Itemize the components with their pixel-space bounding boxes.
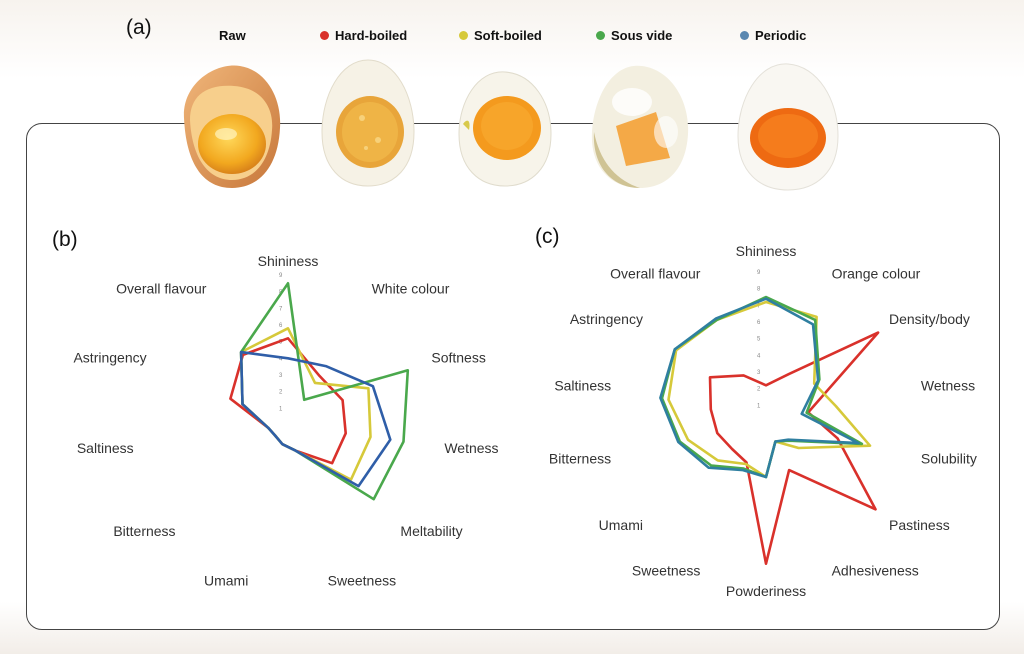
axis-label-saltiness: Saltiness [554, 377, 611, 393]
axis-label-density-body: Density/body [889, 311, 970, 327]
panel-a-label: (a) [126, 16, 152, 39]
legend-dot-icon [740, 31, 749, 40]
axis-label-astringency: Astringency [570, 311, 643, 327]
tick-label: 8 [757, 287, 761, 293]
panel-c-label: (c) [535, 225, 560, 248]
series-line-periodic [659, 297, 860, 479]
tick-label: 5 [757, 337, 761, 343]
legend-dot-icon [320, 31, 329, 40]
series-line-hard-boiled [708, 331, 880, 566]
legend-dot-icon [459, 31, 468, 40]
legend-item-sous-vide: Sous vide [596, 28, 672, 43]
legend-item-raw: Raw [219, 28, 246, 43]
tick-label: 7 [757, 303, 761, 309]
axis-label-solubility: Solubility [921, 451, 977, 467]
axis-label-astringency: Astringency [73, 350, 146, 366]
tick-label: 9 [757, 270, 761, 276]
axis-label-meltability: Meltability [400, 523, 462, 539]
radar-chart-c: 1 2 3 4 5 6 7 8 9 Shininess Orange colour Density/b… [549, 243, 977, 599]
tick-label: 4 [757, 353, 761, 359]
series-line-periodic [239, 350, 392, 488]
sous-vide-egg-icon [591, 65, 689, 188]
legend-label: Sous vide [611, 28, 673, 43]
axis-label-overall-flavour: Overall flavour [610, 265, 701, 281]
axis-label-overall-flavour: Overall flavour [116, 281, 207, 297]
axis-label-adhesiveness: Adhesiveness [832, 563, 919, 579]
tick-label: 1 [279, 406, 283, 412]
axis-label-wetness: Wetness [921, 377, 975, 393]
tick-label: 6 [757, 320, 761, 326]
axis-label-pastiness: Pastiness [889, 517, 950, 533]
axis-label-umami: Umami [204, 572, 248, 588]
axis-label-bitterness: Bitterness [113, 523, 175, 539]
axis-label-shininess: Shininess [736, 243, 797, 259]
axis-label-orange-colour: Orange colour [832, 265, 921, 281]
tick-label: 6 [279, 323, 283, 329]
axis-label-softness: Softness [431, 350, 485, 366]
axis-label-umami: Umami [599, 517, 643, 533]
axis-label-white-colour: White colour [372, 281, 450, 297]
panel-frame [26, 123, 1000, 630]
tick-label: 5 [279, 340, 283, 346]
tick-label: 2 [757, 387, 761, 393]
legend-item-soft-boiled: Soft-boiled [459, 28, 542, 43]
hard-boiled-egg-icon [321, 59, 415, 187]
tick-label: 7 [279, 306, 283, 312]
legend-item-periodic: Periodic [740, 28, 806, 43]
tick-label: 4 [279, 356, 283, 362]
tick-label: 3 [757, 370, 761, 376]
axis-label-sweetness: Sweetness [328, 572, 396, 588]
axis-label-saltiness: Saltiness [77, 440, 134, 456]
axis-label-sweetness: Sweetness [632, 563, 700, 579]
raw-egg-icon [183, 65, 281, 188]
tick-label: 9 [279, 273, 283, 279]
legend-label: Hard-boiled [335, 28, 408, 43]
legend-item-hard-boiled: Hard-boiled [320, 28, 407, 43]
panel-b-label: (b) [52, 228, 78, 251]
axis-label-bitterness: Bitterness [549, 451, 611, 467]
tick-label: 1 [757, 403, 761, 409]
legend-label: Periodic [755, 28, 807, 43]
tick-label: 2 [279, 390, 283, 396]
legend-dot-icon [596, 31, 605, 40]
tick-label: 3 [279, 373, 283, 379]
axis-label-powderiness: Powderiness [726, 583, 806, 599]
legend-label: Soft-boiled [474, 28, 542, 43]
periodic-egg-icon [737, 63, 839, 191]
axis-label-shininess: Shininess [258, 253, 319, 269]
axis-label-wetness: Wetness [444, 440, 498, 456]
legend-label: Raw [219, 28, 246, 43]
series-line-soft-boiled [667, 300, 872, 479]
soft-boiled-egg-icon [458, 71, 552, 187]
